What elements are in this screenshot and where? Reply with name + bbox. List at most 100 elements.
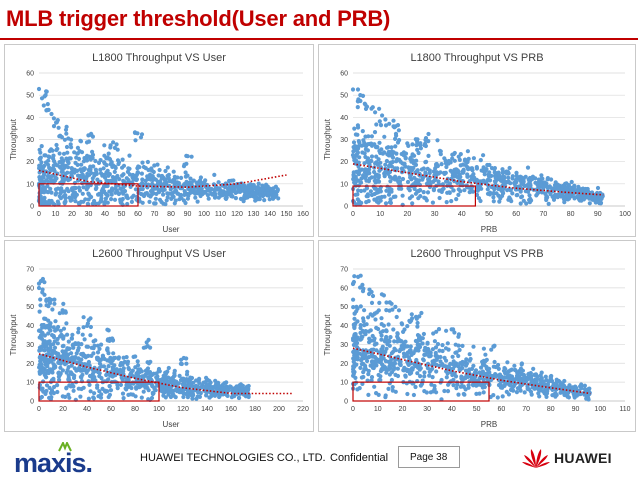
scatter-point bbox=[451, 377, 456, 382]
scatter-point bbox=[159, 176, 164, 181]
scatter-point bbox=[108, 359, 113, 364]
x-tick-label: 60 bbox=[134, 211, 142, 218]
scatter-point bbox=[458, 361, 463, 366]
scatter-point bbox=[451, 359, 456, 364]
scatter-point bbox=[510, 386, 515, 391]
scatter-point bbox=[513, 178, 518, 183]
scatter-point bbox=[229, 192, 234, 197]
x-axis-label: PRB bbox=[481, 420, 497, 429]
scatter-point bbox=[440, 343, 445, 348]
scatter-point bbox=[157, 197, 163, 202]
scatter-point bbox=[79, 150, 85, 155]
scatter-point bbox=[80, 332, 85, 337]
scatter-point bbox=[387, 186, 392, 191]
scatter-point bbox=[405, 179, 411, 185]
scatter-point bbox=[365, 358, 370, 364]
scatter-point bbox=[410, 152, 415, 157]
scatter-chart-l2600-user: L2600 Throughput VS User 0 10 20 30 40 50 60 70 0… bbox=[9, 248, 309, 429]
scatter-point bbox=[43, 375, 49, 380]
scatter-point bbox=[41, 322, 46, 328]
scatter-point bbox=[491, 190, 496, 196]
scatter-point bbox=[389, 377, 394, 383]
scatter-point bbox=[379, 353, 384, 359]
scatter-point bbox=[460, 170, 465, 175]
scatter-point bbox=[422, 143, 427, 148]
scatter-point bbox=[66, 377, 71, 382]
scatter-point bbox=[107, 338, 112, 343]
scatter-point bbox=[107, 392, 112, 397]
scatter-point bbox=[491, 344, 496, 349]
scatter-point bbox=[487, 366, 492, 371]
scatter-point bbox=[64, 144, 70, 150]
scatter-chart-l1800-user: L1800 Throughput VS User 0 10 20 30 40 50 60 0 10… bbox=[9, 52, 309, 234]
scatter-point bbox=[189, 392, 194, 398]
scatter-point bbox=[197, 380, 202, 385]
scatter-point bbox=[141, 374, 147, 379]
scatter-point bbox=[172, 201, 177, 206]
x-tick-label: 60 bbox=[107, 406, 115, 413]
scatter-point bbox=[369, 143, 375, 148]
scatter-point bbox=[491, 199, 496, 204]
scatter-point bbox=[374, 310, 379, 315]
scatter-point bbox=[52, 345, 58, 350]
scatter-point bbox=[414, 169, 419, 174]
scatter-point bbox=[97, 374, 102, 379]
scatter-point bbox=[502, 179, 507, 184]
threshold-box bbox=[38, 183, 139, 207]
scatter-point bbox=[393, 348, 398, 353]
scatter-point bbox=[416, 188, 421, 194]
scatter-point bbox=[554, 380, 559, 385]
scatter-point bbox=[456, 187, 461, 192]
scatter-point bbox=[183, 200, 188, 206]
scatter-point bbox=[453, 172, 458, 177]
scatter-point bbox=[505, 360, 510, 365]
scatter-point bbox=[95, 343, 100, 348]
scatter-point bbox=[243, 386, 249, 391]
scatter-point bbox=[396, 308, 402, 313]
scatter-point bbox=[53, 175, 58, 180]
scatter-point bbox=[353, 176, 358, 181]
scatter-point bbox=[366, 134, 371, 139]
scatter-point bbox=[67, 395, 72, 400]
scatter-point bbox=[461, 384, 466, 389]
scatter-point bbox=[111, 356, 116, 361]
scatter-point bbox=[546, 201, 551, 206]
x-tick-label: 100 bbox=[153, 406, 165, 413]
scatter-point bbox=[395, 334, 400, 339]
scatter-point bbox=[376, 326, 381, 332]
scatter-point bbox=[88, 389, 93, 394]
x-tick-label: 160 bbox=[225, 406, 237, 413]
scatter-point bbox=[439, 189, 444, 194]
scatter-point bbox=[181, 355, 186, 361]
scatter-point bbox=[393, 194, 398, 199]
scatter-point bbox=[481, 377, 486, 382]
scatter-point bbox=[77, 188, 82, 193]
scatter-point bbox=[105, 183, 110, 189]
scatter-point bbox=[240, 185, 245, 190]
scatter-point bbox=[550, 393, 555, 398]
scatter-point bbox=[61, 179, 66, 184]
scatter-point bbox=[47, 301, 53, 306]
scatter-point bbox=[94, 171, 99, 176]
scatter-point bbox=[352, 126, 357, 131]
scatter-point bbox=[384, 158, 389, 164]
scatter-point bbox=[198, 175, 203, 180]
scatter-point bbox=[552, 385, 557, 391]
scatter-point bbox=[54, 191, 59, 196]
scatter-point bbox=[530, 177, 535, 182]
scatter-point bbox=[376, 174, 381, 179]
scatter-point bbox=[562, 200, 567, 205]
scatter-point bbox=[115, 386, 120, 391]
scatter-point bbox=[444, 200, 449, 205]
scatter-point bbox=[449, 199, 454, 204]
x-tick-label: 0 bbox=[351, 211, 355, 218]
scatter-point bbox=[464, 357, 469, 362]
scatter-point bbox=[111, 373, 116, 378]
scatter-point bbox=[422, 370, 427, 375]
scatter-point bbox=[127, 172, 132, 177]
y-tick-label: 10 bbox=[26, 181, 34, 188]
scatter-point bbox=[99, 342, 104, 347]
scatter-point bbox=[37, 385, 42, 390]
scatter-point bbox=[51, 163, 56, 168]
scatter-point bbox=[145, 174, 150, 179]
